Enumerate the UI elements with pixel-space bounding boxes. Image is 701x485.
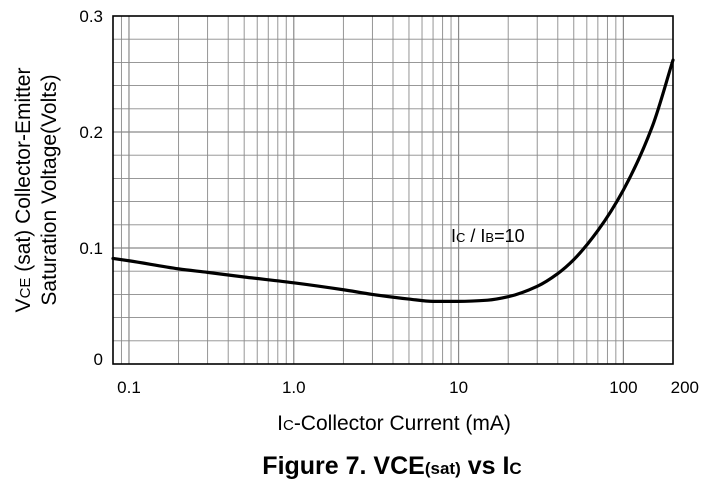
y-axis-label: VCE (sat) Collector-Emitter Saturation V… [12, 68, 61, 313]
svg-text:VCE (sat) Collector-Emitter: VCE (sat) Collector-Emitter [12, 68, 35, 313]
x-tick-label: 1.0 [282, 378, 306, 397]
y-tick-labels: 0 0.1 0.2 0.3 [79, 7, 103, 369]
series-line [111, 58, 675, 303]
x-tick-label: 200 [671, 378, 699, 397]
svg-text:Saturation Voltage(Volts): Saturation Voltage(Volts) [38, 74, 61, 305]
y-tick-label: 0.1 [79, 239, 103, 258]
figure-caption: Figure 7. VCE(sat) vs IC [262, 452, 521, 480]
x-axis-label: IC-Collector Current (mA) [277, 412, 511, 435]
plot-frame [112, 15, 674, 365]
x-tick-label: 0.1 [117, 378, 141, 397]
grid [113, 16, 673, 364]
x-tick-labels: 0.1 1.0 10 100 200 [117, 378, 699, 397]
x-tick-label: 100 [609, 378, 637, 397]
y-tick-label: 0.2 [79, 123, 103, 142]
y-tick-label: 0 [94, 350, 103, 369]
y-tick-label: 0.3 [79, 7, 103, 26]
x-tick-label: 10 [449, 378, 468, 397]
annotation: IC / IB=10 [451, 226, 525, 246]
